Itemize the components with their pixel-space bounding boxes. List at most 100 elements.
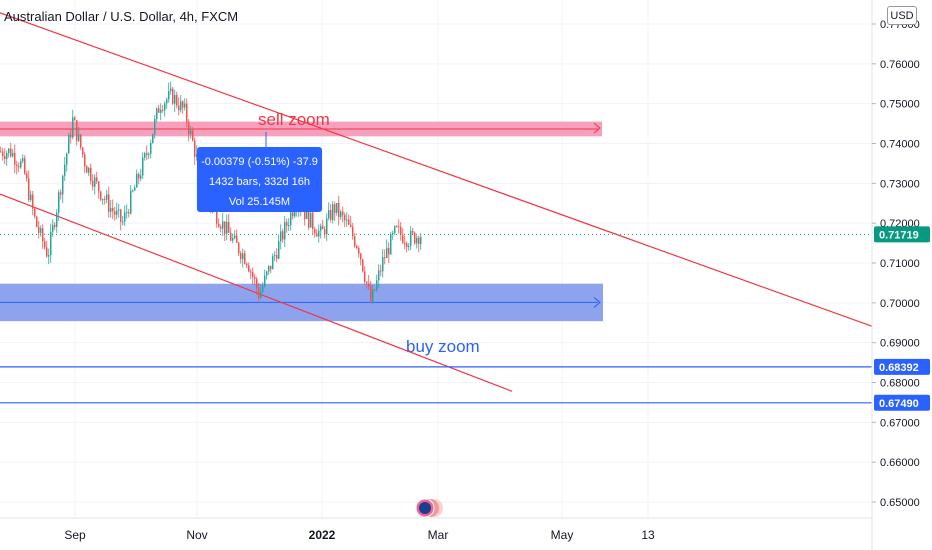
candle — [44, 241, 46, 248]
candle — [314, 228, 316, 234]
candle — [106, 194, 108, 200]
candle — [280, 231, 282, 242]
candle — [310, 212, 312, 228]
candle — [304, 211, 306, 220]
candle — [28, 178, 30, 200]
candle — [414, 232, 416, 244]
time-tick-label: Sep — [64, 528, 86, 542]
candles — [0, 81, 422, 304]
sell-zone-label: sell zoom — [258, 110, 330, 129]
candle — [416, 237, 418, 244]
candle — [316, 233, 318, 237]
measure-volume: Vol 25.145M — [228, 196, 291, 208]
candle — [124, 212, 126, 222]
candle — [392, 233, 394, 235]
candle — [376, 280, 378, 291]
candle — [108, 194, 110, 212]
candle — [400, 226, 402, 235]
candle — [42, 228, 44, 242]
candle — [404, 242, 406, 244]
candle — [278, 241, 280, 259]
time-tick-label: May — [551, 528, 574, 542]
candle — [64, 164, 66, 176]
candle — [174, 94, 176, 104]
price-tick-label: 0.71000 — [880, 258, 920, 270]
candle — [180, 101, 182, 111]
candle — [56, 212, 58, 227]
level-price-label-0-bg — [874, 358, 930, 375]
candle — [294, 211, 296, 217]
candle — [258, 288, 260, 298]
candle — [312, 212, 314, 229]
price-tick-label: 0.66000 — [880, 457, 920, 469]
candle — [380, 270, 382, 272]
candle — [86, 166, 88, 173]
candle — [140, 175, 142, 179]
candle — [116, 210, 118, 215]
candle — [324, 229, 326, 235]
candle — [146, 153, 148, 155]
candle — [216, 208, 218, 224]
level-price-label-1: 0.67490 — [879, 398, 919, 410]
price-axis[interactable]: 0.65000 0.66000 0.67000 0.68000 0.69000 0.700… — [872, 19, 920, 509]
candle — [170, 88, 172, 92]
candle — [144, 153, 146, 158]
candle — [342, 211, 344, 216]
candle — [308, 209, 310, 228]
level-price-label-0: 0.68392 — [879, 362, 919, 374]
candle — [350, 224, 352, 227]
candle — [226, 221, 228, 234]
candle — [160, 109, 162, 113]
time-axis[interactable]: Sep Nov 2022 Mar May 13 — [64, 528, 655, 542]
buy-zone-arrow-icon — [593, 297, 601, 308]
candle — [250, 271, 252, 273]
candle — [326, 218, 328, 235]
candle — [66, 153, 68, 165]
candle — [36, 216, 38, 228]
candle — [192, 130, 194, 141]
candle — [390, 234, 392, 255]
candle — [230, 232, 232, 241]
time-tick-label: 13 — [641, 528, 655, 542]
candle — [82, 147, 84, 155]
candle — [336, 202, 338, 213]
price-tick-label: 0.65000 — [880, 497, 920, 509]
candle — [84, 154, 86, 167]
candle — [118, 209, 120, 211]
candle — [114, 211, 116, 215]
candle — [246, 263, 248, 266]
candle — [8, 148, 10, 154]
candle — [370, 286, 372, 302]
candle — [332, 204, 334, 220]
candle — [348, 219, 350, 225]
time-tick-label: Nov — [186, 528, 207, 542]
candle — [196, 153, 198, 157]
candle — [228, 221, 230, 233]
candle — [418, 237, 420, 244]
currency-button[interactable]: USD — [887, 6, 917, 25]
event-flag-icon[interactable] — [415, 498, 443, 518]
candle — [364, 271, 366, 282]
candle — [98, 181, 100, 192]
candle — [190, 130, 192, 134]
last-price-label: 0.71719 — [879, 229, 919, 241]
candle — [136, 174, 138, 188]
candle — [398, 226, 400, 228]
lower-trendline — [0, 193, 513, 392]
candle — [142, 157, 144, 176]
candle — [244, 253, 246, 264]
candle — [256, 278, 258, 289]
candle — [154, 118, 156, 134]
candle — [14, 152, 16, 165]
candle — [52, 224, 54, 232]
candle — [328, 210, 330, 219]
price-tick-label: 0.68000 — [880, 377, 920, 389]
price-tick-label: 0.67000 — [880, 417, 920, 429]
candle — [112, 208, 114, 212]
candle — [126, 212, 128, 214]
candle — [412, 230, 414, 233]
candle — [32, 194, 34, 209]
candle — [150, 143, 152, 154]
